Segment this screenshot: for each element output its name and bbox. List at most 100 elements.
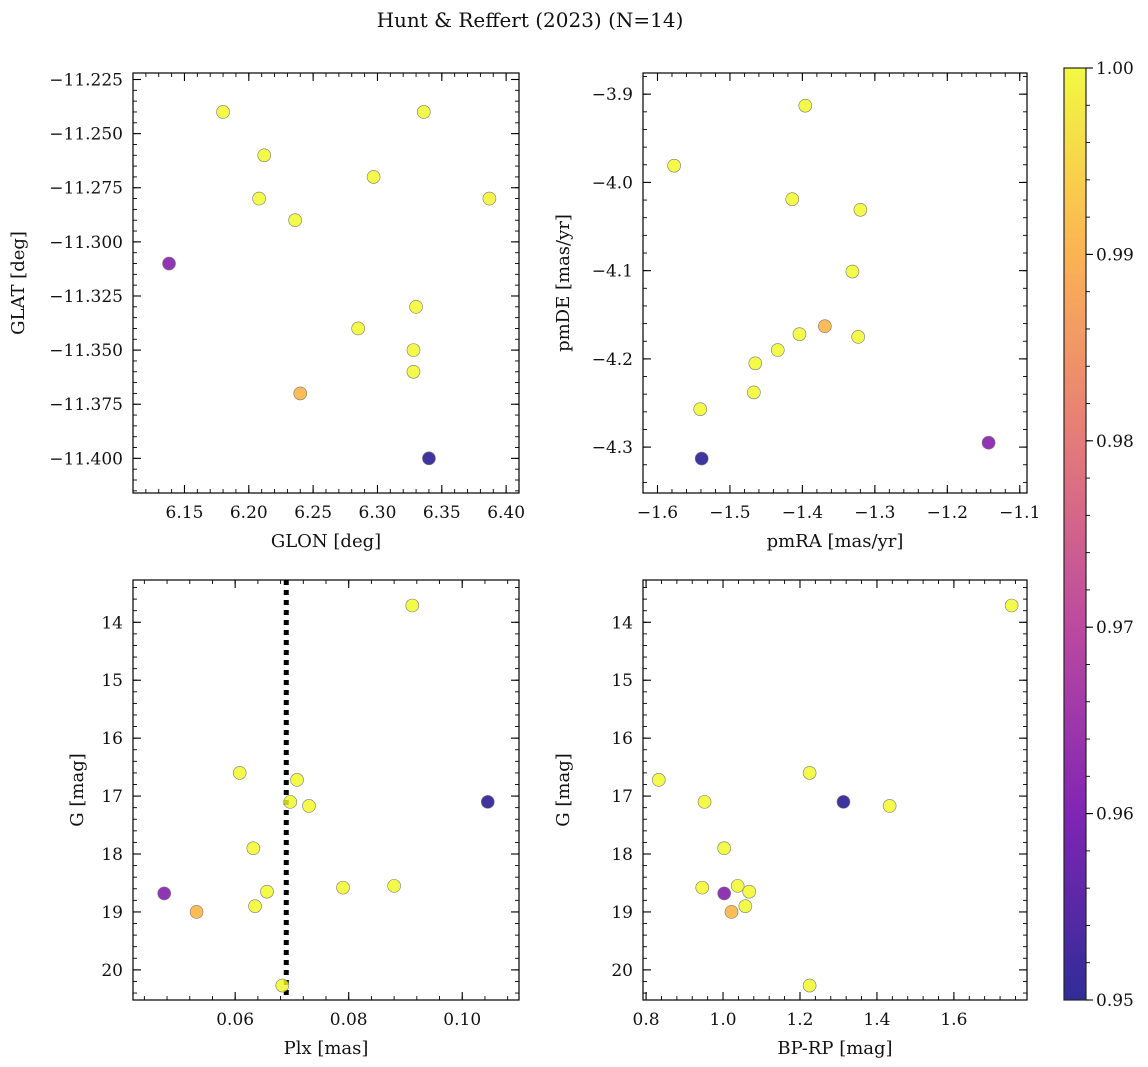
x-tick-label: 1.2 [786, 1010, 813, 1030]
colorbar-tick-label: 0.97 [1096, 618, 1134, 638]
x-tick-label: 6.35 [423, 503, 461, 523]
x-tick-label: 6.15 [166, 503, 204, 523]
data-point [836, 795, 851, 809]
data-point [981, 435, 996, 450]
data-point [798, 98, 813, 113]
x-tick-label: 6.30 [359, 503, 397, 523]
y-tick-label: −11.400 [49, 449, 123, 469]
data-point [157, 886, 172, 901]
proper-motion-panel: −1.6 −1.5 −1.4 −1.3 −1.2 −1.1 −3.9 −4.0 −4.1 −4.2… [553, 72, 1040, 552]
colorbar-gradient [1063, 67, 1087, 1001]
colorbar: 0.95 0.96 0.97 0.98 0.99 1.00 [1063, 59, 1134, 1011]
x-tick-label: 6.25 [294, 503, 332, 523]
x-tick-label: 6.40 [487, 503, 525, 523]
y-tick-label: 18 [611, 845, 633, 865]
x-tick-label: 0.10 [443, 1010, 481, 1030]
x-axis-label: Plx [mas] [284, 1038, 369, 1059]
data-point [387, 879, 401, 893]
y-axis-label: pmDE [mas/yr] [553, 214, 574, 352]
x-axis-label: GLON [deg] [271, 531, 381, 552]
data-point [1004, 598, 1019, 613]
y-tick-label: −4.0 [592, 173, 633, 193]
y-tick-label: −11.375 [49, 395, 123, 415]
y-tick-label: −11.225 [49, 70, 123, 90]
data-point [792, 327, 807, 341]
colorbar-tick-label: 0.96 [1096, 805, 1134, 825]
data-point [290, 773, 304, 787]
data-point [818, 319, 832, 334]
y-axis-label: G [mag] [553, 753, 574, 826]
x-tick-label: −1.6 [637, 503, 678, 523]
y-tick-label: 18 [101, 845, 123, 865]
data-point [406, 343, 421, 357]
y-tick-label: 15 [611, 671, 633, 691]
data-point [802, 766, 817, 780]
data-point [802, 978, 817, 993]
colorbar-tick-label: 1.00 [1096, 59, 1134, 79]
x-tick-label: 1.0 [710, 1010, 737, 1030]
data-point [694, 451, 709, 466]
data-point [257, 148, 272, 163]
plot-frame [642, 72, 1028, 494]
y-tick-label: −3.9 [592, 85, 633, 105]
data-point [717, 841, 731, 856]
y-tick-label: −4.1 [592, 262, 633, 282]
colorbar-tick-label: 0.99 [1096, 245, 1134, 265]
data-point [416, 105, 431, 119]
data-point [232, 766, 247, 780]
y-tick-label: 19 [611, 903, 633, 923]
x-tick-label: 0.06 [216, 1010, 254, 1030]
x-tick-label: −1.1 [999, 503, 1040, 523]
data-point [770, 343, 785, 357]
data-point [482, 191, 497, 206]
y-tick-label: −11.275 [49, 179, 123, 199]
data-point [693, 402, 708, 416]
data-point [275, 978, 290, 993]
plot-frame [642, 579, 1028, 1001]
color-magnitude-panel: 0.8 1.0 1.2 1.4 1.6 14 15 16 17 18 19 20 BP-RP [mag]… [553, 579, 1028, 1059]
data-point [882, 799, 897, 813]
x-axis-label: BP-RP [mag] [777, 1038, 892, 1059]
plot-frame [132, 72, 520, 494]
data-point [405, 598, 420, 613]
data-point [717, 886, 731, 901]
data-point [422, 451, 436, 466]
x-tick-label: 1.6 [940, 1010, 967, 1030]
y-tick-label: −11.350 [49, 341, 123, 361]
colorbar-tick-label: 0.98 [1096, 432, 1134, 452]
y-tick-label: −11.300 [49, 233, 123, 253]
x-tick-label: −1.2 [927, 503, 968, 523]
data-point [336, 880, 350, 895]
x-tick-label: 1.4 [863, 1010, 890, 1030]
data-point [351, 321, 365, 336]
y-axis-label: G [mag] [67, 753, 88, 826]
data-point [302, 799, 316, 813]
data-point [748, 356, 763, 371]
y-tick-label: 20 [611, 961, 633, 981]
y-tick-label: 14 [611, 613, 633, 633]
x-tick-label: 0.8 [633, 1010, 660, 1030]
data-point [480, 795, 495, 809]
data-point [845, 264, 860, 279]
data-point [283, 795, 298, 809]
sky-position-panel: 6.15 6.20 6.25 6.30 6.35 6.40 −11.225 −11.250 −1… [8, 70, 525, 552]
y-tick-label: 19 [101, 903, 123, 923]
y-tick-label: 17 [611, 787, 633, 807]
figure-title: Hunt & Reffert (2023) (N=14) [377, 8, 684, 32]
data-point [785, 192, 800, 206]
data-point [738, 899, 753, 913]
x-axis-label: pmRA [mas/yr] [767, 531, 904, 552]
x-tick-label: 0.08 [330, 1010, 368, 1030]
data-point [730, 879, 745, 893]
data-point [406, 364, 421, 379]
data-point [252, 191, 266, 206]
data-point [288, 213, 302, 228]
data-point [409, 300, 423, 314]
x-tick-label: 6.20 [230, 503, 268, 523]
data-point [189, 905, 204, 919]
data-point [742, 884, 756, 899]
data-point [260, 884, 274, 899]
y-tick-label: −11.250 [49, 125, 123, 145]
x-tick-label: −1.4 [782, 503, 823, 523]
